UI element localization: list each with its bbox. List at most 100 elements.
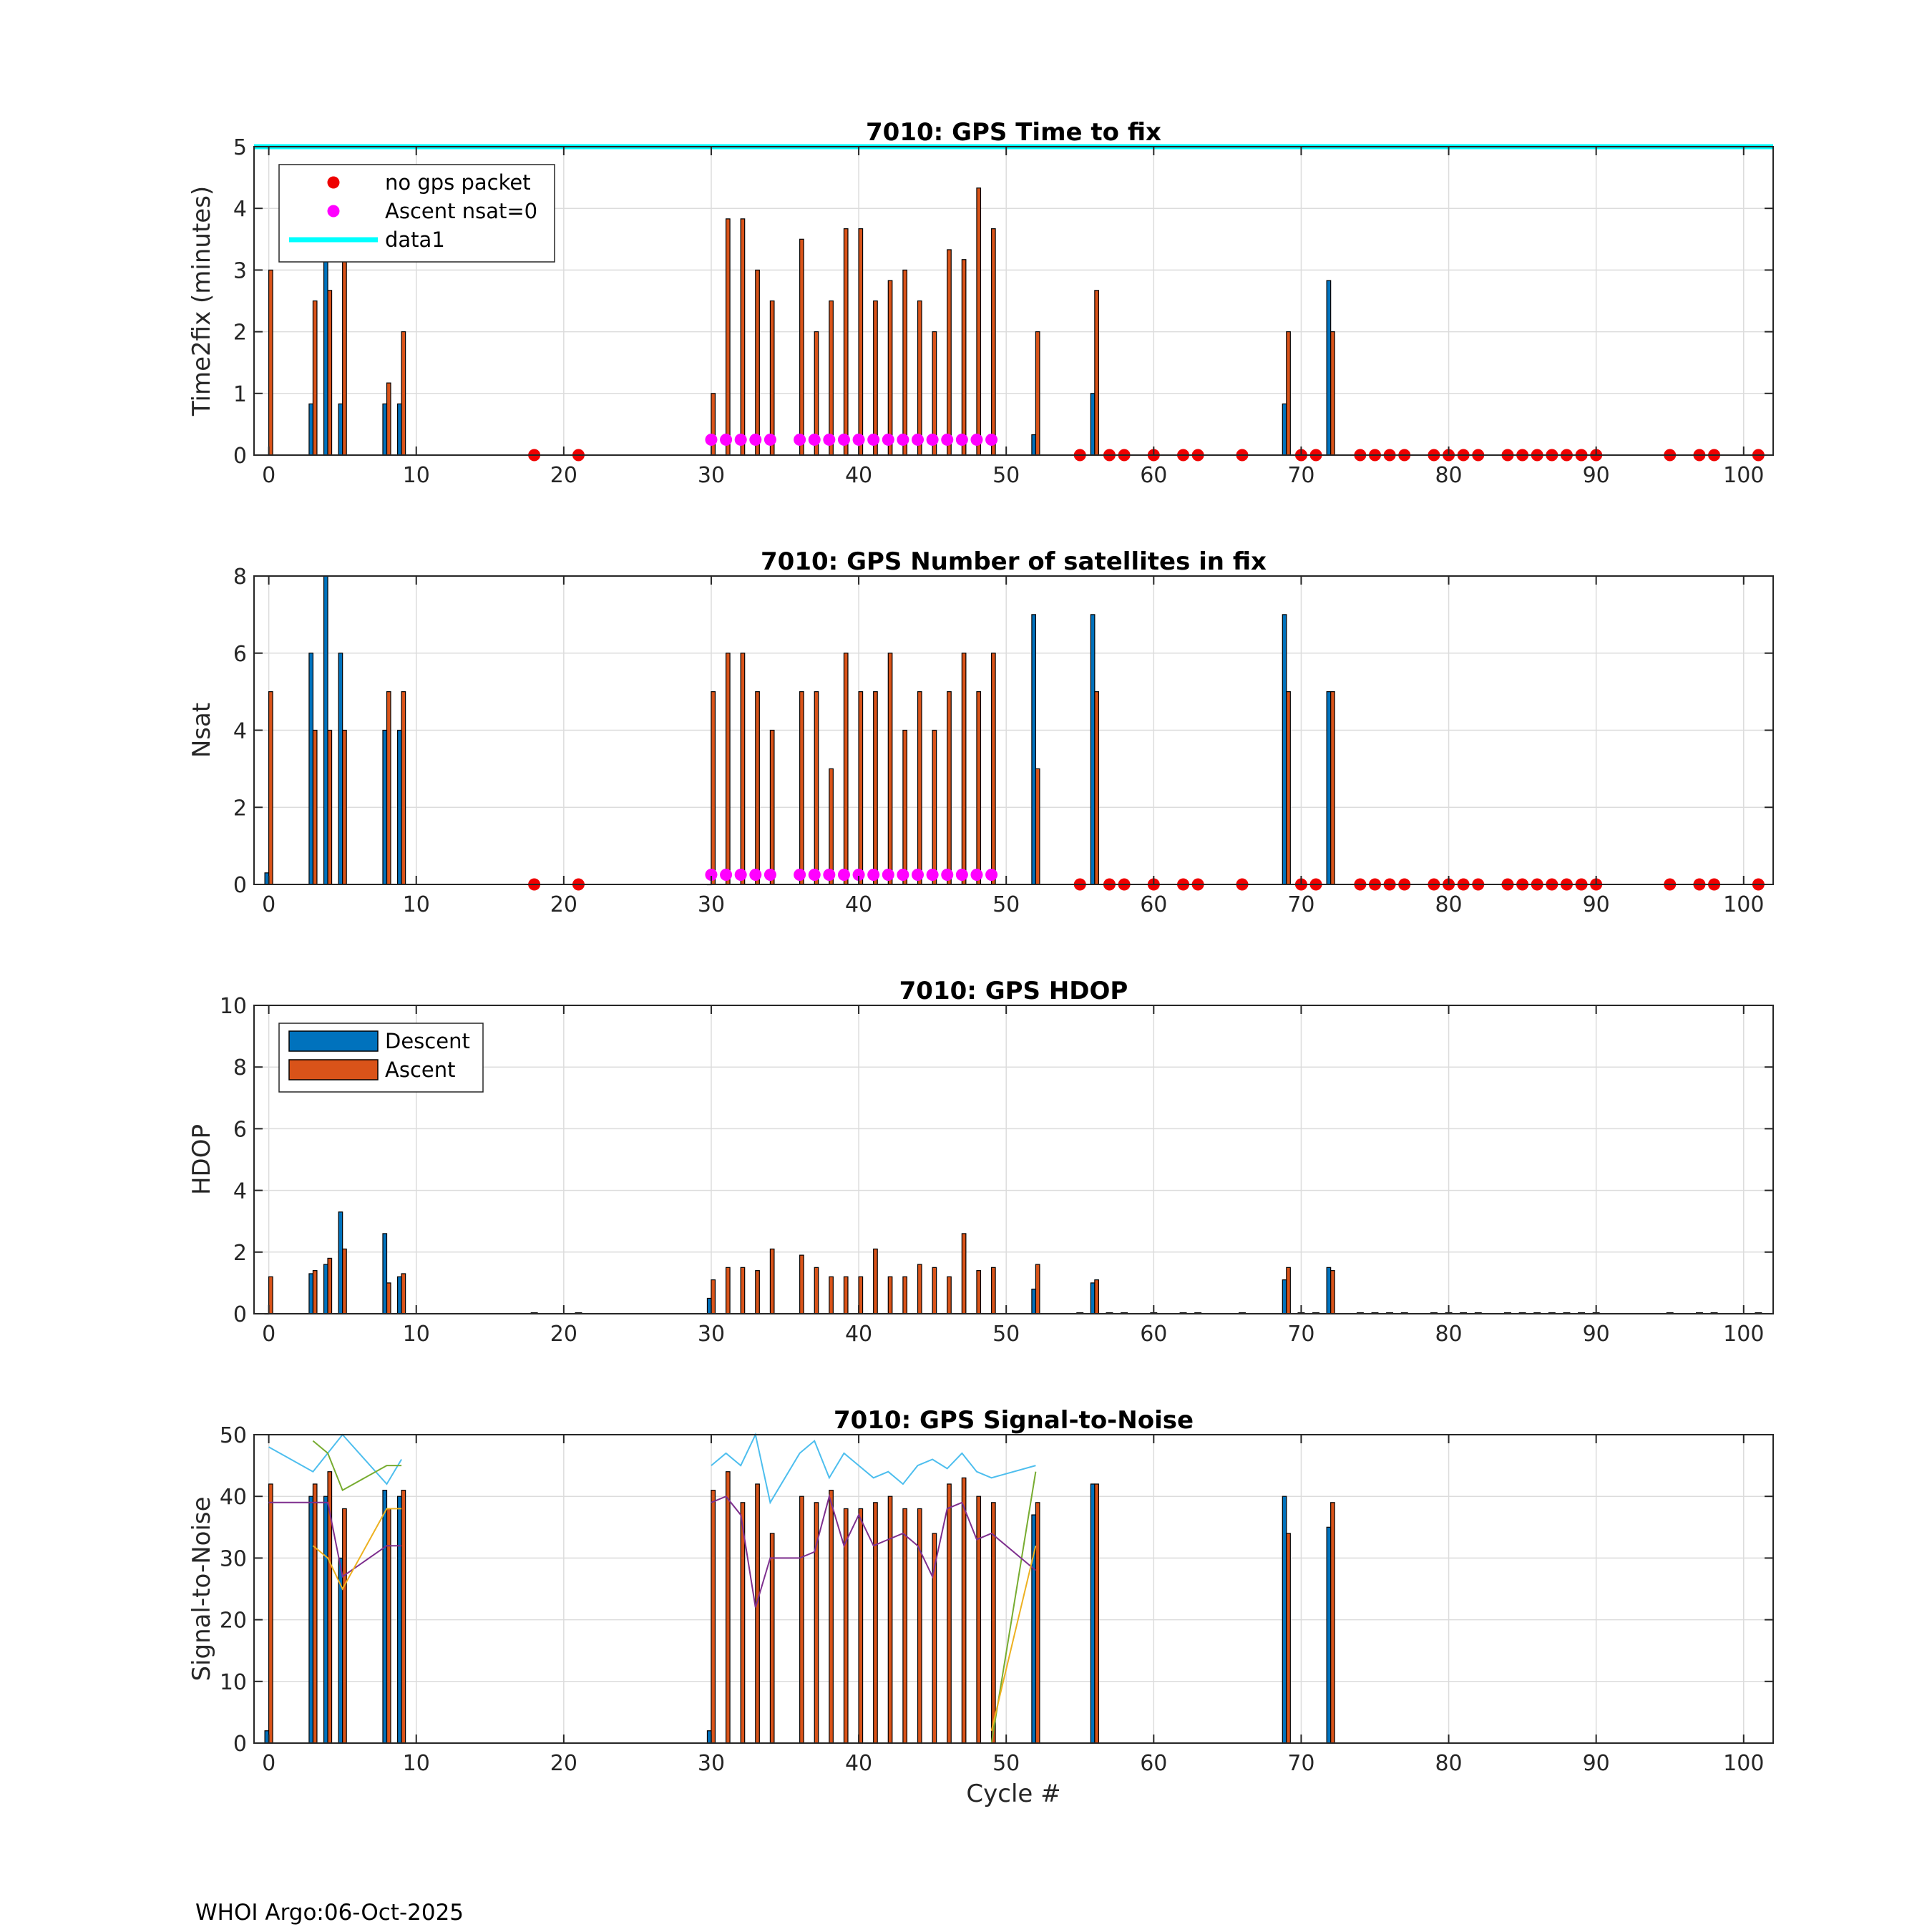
- y-tick-label: 0: [233, 873, 247, 898]
- legend-label: Ascent: [385, 1058, 455, 1082]
- bar-ascent: [932, 1267, 937, 1314]
- bar-ascent: [990, 1267, 996, 1314]
- line-snr4: [990, 1545, 1037, 1732]
- x-tick-label: 50: [992, 463, 1020, 488]
- bar-descent: [1326, 1267, 1332, 1314]
- bar-ascent: [961, 1477, 967, 1744]
- x-tick-label: 10: [403, 1751, 430, 1776]
- x-tick-label: 50: [992, 1751, 1020, 1776]
- panel-4: 0 10 20 30 40 50 60 70 80 90 100 0 10 20 30 40 50 7010: G…: [187, 1406, 1774, 1808]
- bar-ascent: [990, 1502, 996, 1744]
- y-tick-label: 6: [233, 642, 247, 667]
- marker-nsat0: [794, 869, 806, 882]
- x-tick-label: 10: [403, 892, 430, 917]
- bar-ascent: [1094, 691, 1099, 885]
- bar-descent: [338, 653, 343, 885]
- legend-label: data1: [385, 228, 445, 252]
- bar-ascent: [814, 691, 819, 885]
- x-tick-label: 30: [698, 1322, 725, 1347]
- bar-ascent: [1330, 331, 1335, 456]
- x-tick-label: 30: [698, 1751, 725, 1776]
- bar-ascent: [887, 1496, 893, 1744]
- bar-ascent: [799, 691, 804, 885]
- bar-ascent: [873, 691, 878, 885]
- marker-nsat0: [970, 869, 983, 882]
- x-tick-label: 0: [262, 892, 275, 917]
- x-tick-label: 100: [1723, 463, 1764, 488]
- bar-descent: [308, 1273, 314, 1314]
- x-tick-label: 0: [262, 463, 275, 488]
- marker-nsat0: [912, 869, 924, 882]
- y-tick-label: 4: [233, 719, 247, 744]
- bar-ascent: [769, 1248, 775, 1314]
- marker-nsat0: [763, 433, 776, 446]
- bar-ascent: [1035, 1502, 1040, 1744]
- y-axis-label: Time2fix (minutes): [187, 186, 216, 416]
- x-tick-label: 60: [1140, 1322, 1167, 1347]
- bar-descent: [323, 257, 328, 456]
- bar-ascent: [990, 653, 996, 885]
- bar-descent: [1326, 1526, 1332, 1744]
- y-tick-label: 5: [233, 135, 247, 160]
- bar-ascent: [947, 249, 952, 456]
- x-tick-label: 90: [1583, 463, 1610, 488]
- marker-nsat0: [734, 869, 747, 882]
- legend-patch: [288, 1059, 379, 1080]
- bar-descent: [397, 1496, 402, 1744]
- ticks: 0 10 20 30 40 50 60 70 80 90 100 0 1 2 3 4 5: [233, 135, 1773, 488]
- x-tick-label: 20: [550, 1322, 577, 1347]
- bar-ascent: [769, 1533, 775, 1744]
- bar-ascent: [829, 1276, 834, 1314]
- bar-ascent: [902, 729, 908, 885]
- bar-ascent: [917, 300, 922, 456]
- x-tick-label: 70: [1287, 1751, 1314, 1776]
- bar-descent: [308, 1496, 314, 1744]
- bar-ascent: [887, 1276, 893, 1314]
- line-snr4: [312, 1508, 402, 1591]
- bar-descent: [1090, 1483, 1096, 1744]
- bar-ascent: [312, 1483, 318, 1744]
- bar-ascent: [268, 691, 273, 885]
- x-tick-label: 30: [698, 892, 725, 917]
- legend-marker: [327, 205, 340, 218]
- bar-ascent: [843, 228, 849, 456]
- x-tick-label: 70: [1287, 892, 1314, 917]
- marker-nsat0: [926, 869, 939, 882]
- bar-descent: [382, 1233, 388, 1314]
- bar-ascent: [312, 729, 318, 885]
- bar-ascent: [917, 1508, 922, 1744]
- y-axis-label: Signal-to-Noise: [187, 1496, 216, 1681]
- grid: [254, 575, 1773, 885]
- bar-ascent: [1094, 290, 1099, 456]
- bar-ascent: [386, 1508, 391, 1744]
- y-tick-label: 0: [233, 1732, 247, 1757]
- bar-ascent: [342, 1248, 347, 1314]
- marker-nsat0: [763, 869, 776, 882]
- x-tick-label: 90: [1583, 892, 1610, 917]
- bar-ascent: [976, 691, 982, 885]
- bar-ascent: [740, 653, 746, 885]
- marker-nsat0: [867, 869, 880, 882]
- marker-nsat0: [749, 433, 762, 446]
- marker-nsat0: [941, 433, 954, 446]
- legend-box: [278, 164, 555, 263]
- bar-ascent: [711, 1489, 716, 1744]
- chart-title: 7010: GPS Time to fix: [866, 118, 1161, 147]
- y-tick-label: 2: [233, 321, 247, 346]
- y-tick-label: 2: [233, 1241, 247, 1266]
- bar-ascent: [401, 1489, 406, 1744]
- axes-box: [253, 1434, 1774, 1744]
- bar-ascent: [268, 1483, 273, 1744]
- marker-nsat0: [912, 433, 924, 446]
- x-tick-label: 90: [1583, 1322, 1610, 1347]
- bar-ascent: [829, 300, 834, 456]
- x-tick-label: 20: [550, 463, 577, 488]
- x-tick-label: 100: [1723, 1322, 1764, 1347]
- bars: [264, 1471, 1335, 1744]
- bar-ascent: [858, 691, 864, 885]
- y-tick-label: 3: [233, 258, 247, 283]
- bar-ascent: [1330, 691, 1335, 885]
- bar-descent: [338, 1211, 343, 1314]
- marker-nsat0: [926, 433, 939, 446]
- y-tick-label: 1: [233, 382, 247, 407]
